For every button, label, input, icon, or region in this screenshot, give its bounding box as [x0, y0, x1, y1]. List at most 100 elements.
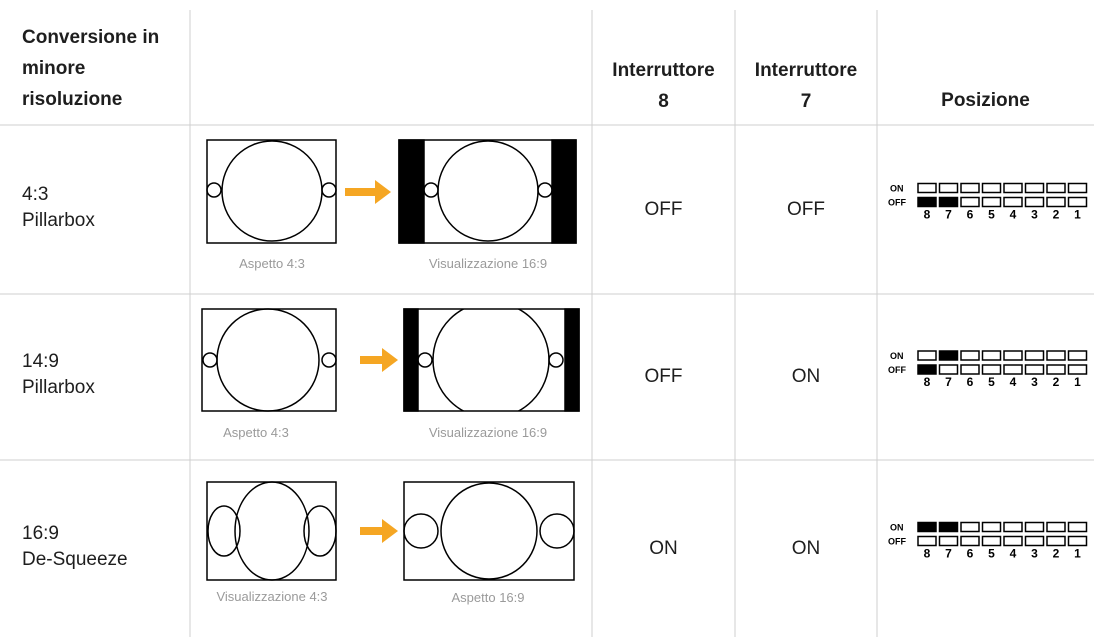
dip-number: 7 — [945, 547, 952, 561]
dip-on-label: ON — [890, 184, 904, 194]
caption-right: Visualizzazione 16:9 — [429, 425, 547, 440]
row-mode: De-Squeeze — [22, 548, 128, 570]
dip-switch-bottom — [981, 196, 1002, 208]
dip-switch-bottom — [1003, 535, 1023, 547]
dip-number: 3 — [1031, 547, 1038, 561]
switch7-value: OFF — [787, 198, 825, 220]
dip-switch-top — [1003, 350, 1023, 361]
dip-switch-bottom — [1046, 535, 1066, 547]
dip-switch-top — [960, 350, 980, 361]
dip-switch-top — [1003, 521, 1023, 533]
dip-switch-top — [960, 521, 980, 533]
dip-switch-top — [1067, 521, 1088, 533]
dip-switch-bottom — [981, 364, 1002, 375]
row-aspect: 16:9 — [22, 522, 59, 544]
dip-number: 8 — [924, 208, 931, 222]
dip-switch-top — [981, 521, 1002, 533]
dip-number: 8 — [924, 375, 931, 389]
dip-switch-bottom — [1003, 364, 1023, 375]
header-switch8: Interruttore 8 — [612, 60, 715, 112]
dip-switch-bottom — [917, 535, 937, 547]
switch8-value: OFF — [644, 198, 683, 220]
row-aspect: 4:3 — [22, 183, 49, 205]
dip-number: 4 — [1010, 375, 1017, 389]
header-cell: Interruttore 7 — [735, 55, 877, 117]
dip-number: 3 — [1031, 208, 1038, 222]
dip-switch-top — [981, 350, 1002, 361]
dip-number: 5 — [988, 547, 995, 561]
switch8-value: OFF — [644, 366, 683, 387]
dip-switch-top — [1046, 182, 1066, 194]
dip-switch-top — [917, 350, 937, 361]
dip-on-label: ON — [890, 351, 904, 361]
switch7-value: ON — [791, 537, 821, 559]
dip-switch-top — [938, 182, 959, 194]
dip-number: 2 — [1053, 547, 1060, 561]
dip-switch-top — [1067, 182, 1088, 194]
dip-switch-bottom — [938, 364, 959, 375]
header-switch7: Interruttore 7 — [754, 60, 858, 112]
dip-switch-top — [1046, 521, 1066, 533]
dip-number: 4 — [1010, 547, 1017, 561]
dip-number: 6 — [967, 208, 974, 222]
dip-number: 6 — [967, 375, 974, 389]
dip-number: 2 — [1053, 375, 1060, 389]
caption-left: Aspetto 4:3 — [239, 256, 305, 271]
dip-switch-bottom — [1024, 196, 1045, 208]
dip-switch-bottom — [1067, 535, 1088, 547]
dip-switch-bottom — [917, 196, 937, 208]
dip-switch-top — [1067, 350, 1088, 361]
switch8-value: ON — [649, 537, 678, 559]
dip-number: 5 — [988, 208, 995, 222]
dip-number: 7 — [945, 375, 952, 389]
dip-switch-top — [960, 182, 980, 194]
dip-switch-top — [938, 350, 959, 361]
dip-number: 7 — [945, 208, 952, 222]
row-mode: Pillarbox — [22, 377, 95, 398]
header-position: Posizione — [941, 90, 1030, 111]
dip-switch-bottom — [960, 364, 980, 375]
dip-number: 1 — [1074, 375, 1081, 389]
caption-left: Aspetto 4:3 — [223, 425, 289, 440]
dip-switch-bottom — [960, 535, 980, 547]
dip-switch-bottom — [938, 196, 959, 208]
header-conversion: Conversione in minore risoluzione — [22, 27, 160, 110]
dip-off-label: OFF — [888, 365, 906, 375]
dip-switch-bottom — [1067, 196, 1088, 208]
dip-switch-top — [1046, 350, 1066, 361]
dip-switch-bottom — [938, 535, 959, 547]
dip-switch-top — [1024, 182, 1045, 194]
caption-right: Aspetto 16:9 — [452, 590, 525, 605]
dip-number: 1 — [1074, 547, 1081, 561]
header-cell: Interruttore 8 — [592, 55, 735, 117]
dip-switch-top — [981, 182, 1002, 194]
dip-off-label: OFF — [888, 198, 906, 208]
dip-number: 5 — [988, 375, 995, 389]
dip-number: 1 — [1074, 208, 1081, 222]
dip-number: 6 — [967, 547, 974, 561]
dip-switch-top — [1024, 350, 1045, 361]
dip-switch-bottom — [917, 364, 937, 375]
dip-switch-bottom — [1024, 535, 1045, 547]
dip-switch-bottom — [960, 196, 980, 208]
dip-switch-top — [917, 521, 937, 533]
caption-right: Visualizzazione 16:9 — [429, 256, 547, 271]
dip-switch-top — [1003, 182, 1023, 194]
caption-left: Visualizzazione 4:3 — [216, 589, 328, 604]
row-aspect: 14:9 — [22, 351, 59, 372]
dip-switch-top — [917, 182, 937, 194]
dip-number: 3 — [1031, 375, 1038, 389]
dip-number: 2 — [1053, 208, 1060, 222]
dip-on-label: ON — [890, 523, 904, 533]
dip-number: 8 — [924, 547, 931, 561]
dip-switch-bottom — [1046, 196, 1066, 208]
dip-switch-bottom — [1024, 364, 1045, 375]
dip-switch-bottom — [981, 535, 1002, 547]
dip-off-label: OFF — [888, 537, 906, 547]
row-mode: Pillarbox — [22, 209, 95, 231]
switch7-value: ON — [791, 366, 821, 387]
dip-switch-top — [938, 521, 959, 533]
dip-switch-bottom — [1003, 196, 1023, 208]
